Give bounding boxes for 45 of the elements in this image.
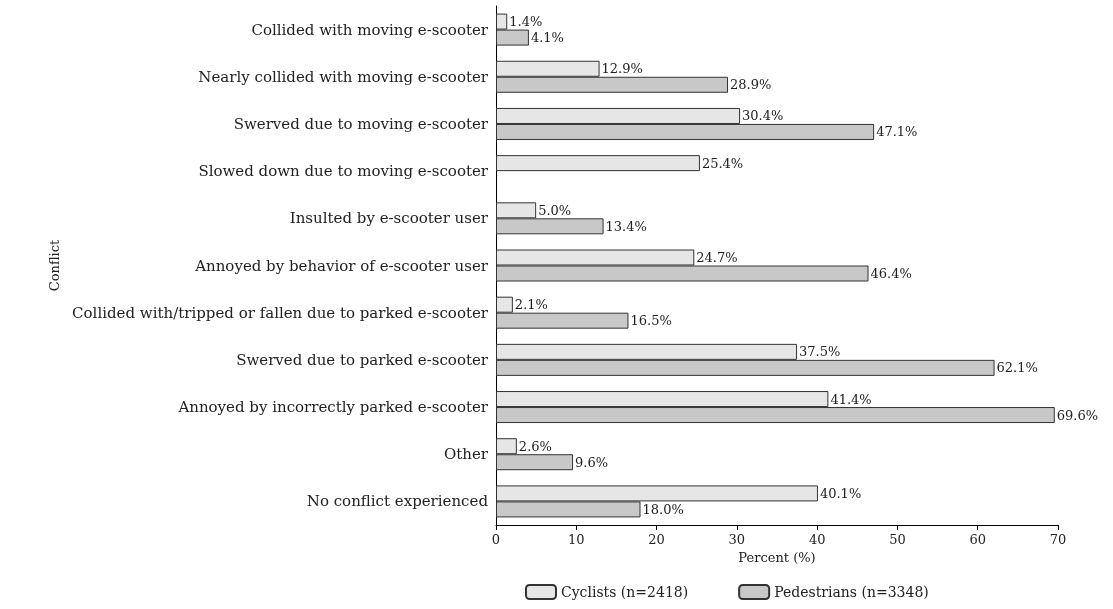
y-tick-label: Swerved due to parked e-scooter [236,350,489,369]
data-label: 30.4% [742,108,784,124]
data-label: 9.6% [575,454,609,470]
data-label: 2.6% [518,438,552,454]
data-label: 47.1% [876,124,918,140]
data-label: 12.9% [601,61,643,77]
y-tick-label: Collided with/tripped or fallen due to parked e-scooter [72,303,489,322]
x-tick-label: 70 [1049,532,1067,547]
data-label: 28.9% [730,77,772,93]
x-tick-label: 10 [568,532,585,547]
data-label: 62.1% [996,360,1038,376]
data-label: 16.5% [630,313,672,329]
data-label: 18.0% [642,501,684,517]
x-tick-label: 0 [491,532,501,547]
x-tick-label: 60 [969,532,986,547]
y-tick-label: Nearly collided with moving e-scooter [198,67,489,86]
x-tick-label: 40 [808,532,826,547]
data-label: 40.1% [819,485,862,501]
y-tick-label: Collided with moving e-scooter [251,20,489,39]
y-tick-label: Insulted by e-scooter user [289,209,489,228]
x-axis-title: Percent (%) [738,550,816,565]
data-label: 13.4% [605,218,647,234]
legend-label: Cyclists (n=2418) [561,584,689,600]
bar [496,155,700,172]
y-tick-label: Slowed down due to moving e-scooter [198,162,489,181]
data-label: 37.5% [799,344,841,360]
data-label: 24.7% [696,250,738,265]
y-tick-label: Annoyed by incorrectly parked e-scooter [177,398,489,417]
y-tick-label: Swerved due to moving e-scooter [233,114,489,133]
data-label: 5.0% [538,202,572,218]
data-label: 4.1% [530,30,564,46]
y-axis-title: Conflict [47,238,63,292]
data-label: 69.6% [1056,407,1099,423]
data-label: 41.4% [830,391,872,407]
y-tick-label: No conflict experienced [306,492,489,511]
legend-label: Pedestrians (n=3348) [774,584,929,600]
data-label: 1.4% [509,14,543,30]
data-label: 2.1% [514,297,548,313]
x-tick-label: 50 [889,532,906,547]
y-tick-label: Annoyed by behavior of e-scooter user [194,256,489,275]
data-label: 46.4% [870,266,912,281]
y-tick-label: Other [443,445,489,464]
data-label: 25.4% [701,155,744,171]
x-tick-label: 20 [648,532,665,547]
x-tick-label: 30 [728,532,746,547]
